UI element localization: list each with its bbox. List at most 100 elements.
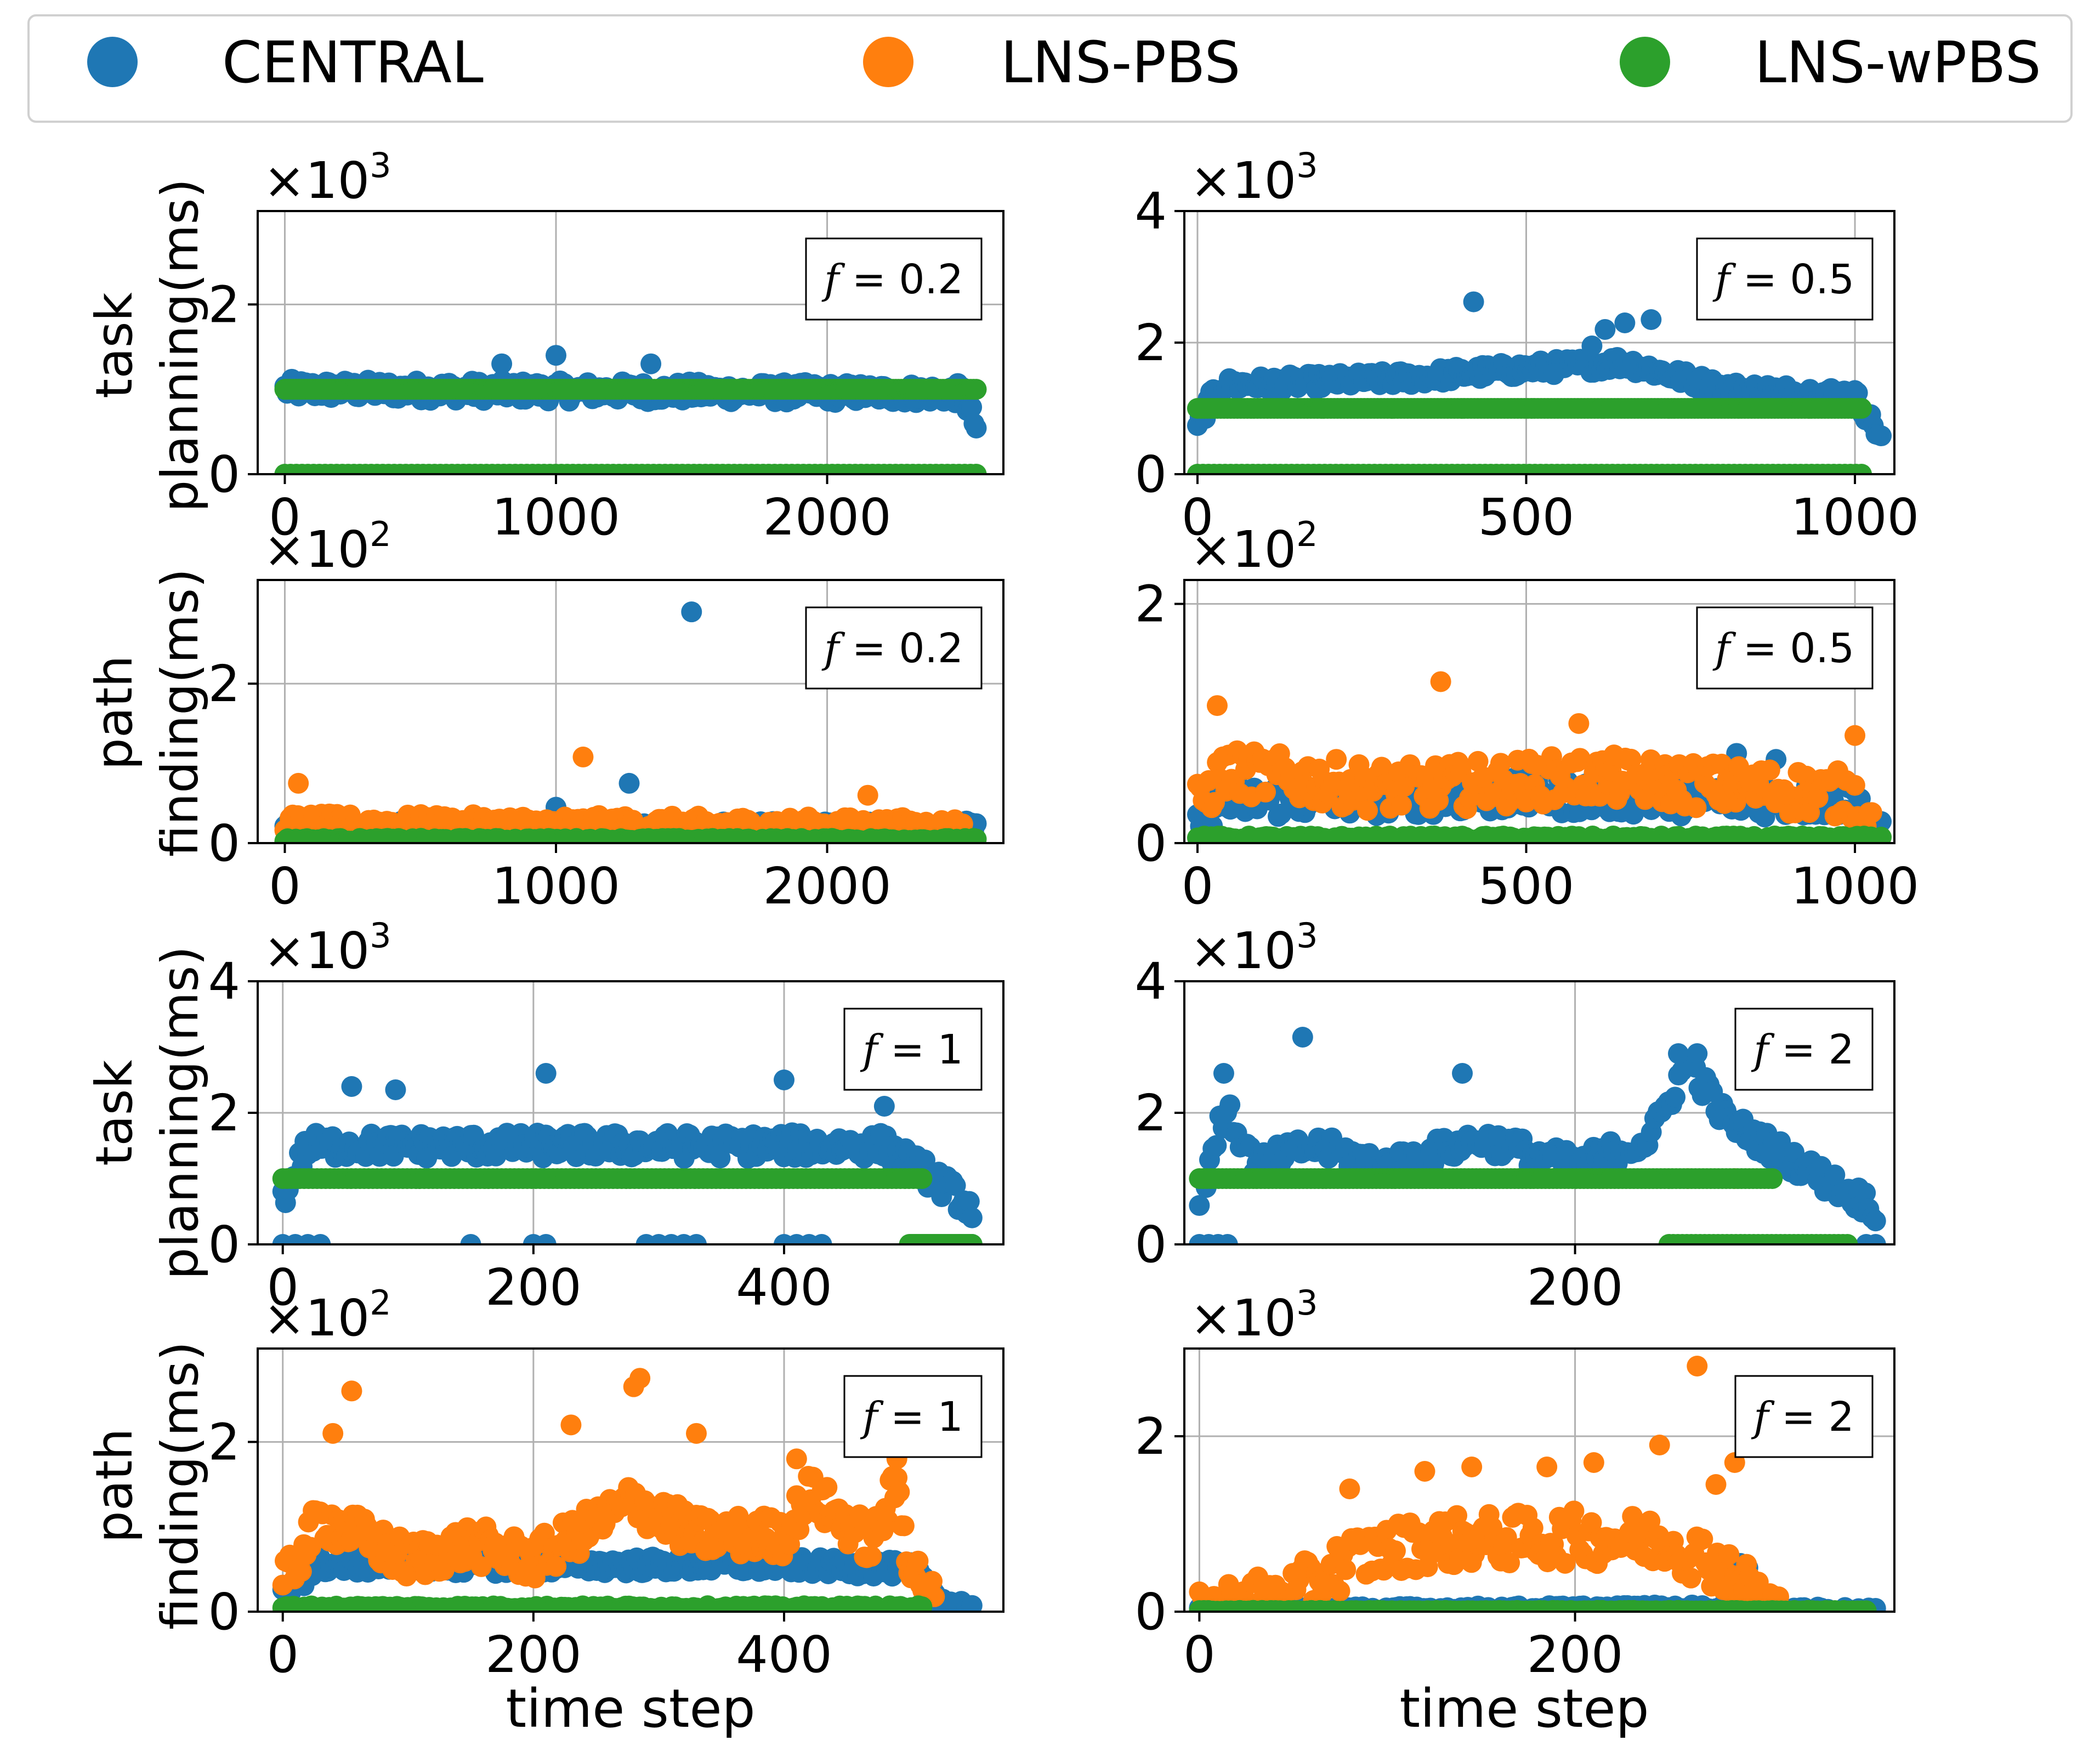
point-central bbox=[1665, 1087, 1686, 1108]
point-lns-pbs-outlier bbox=[1339, 1478, 1360, 1499]
axis-multiplier: ×102 bbox=[263, 514, 391, 579]
x-tick-label: 2000 bbox=[763, 488, 891, 547]
row-4-label-line-2: finding(ms) bbox=[151, 1341, 209, 1630]
y-tick-label: 0 bbox=[208, 814, 240, 873]
data-path-f05 bbox=[1187, 671, 1892, 843]
x-tick-label: 0 bbox=[1182, 488, 1214, 547]
row-4-label-line-1: path bbox=[85, 1428, 144, 1543]
point-lns-pbs bbox=[433, 1560, 455, 1581]
point-central-outlier bbox=[1581, 335, 1603, 356]
annotation-text: f = 0.5 bbox=[1712, 256, 1854, 303]
y-tick-label: 0 bbox=[1134, 445, 1167, 504]
point-central-outlier bbox=[873, 1096, 895, 1117]
series-lns-wpbs bbox=[272, 1595, 933, 1612]
axis-multiplier: ×103 bbox=[263, 915, 391, 980]
point-central bbox=[961, 1595, 983, 1612]
point-central-outlier bbox=[640, 353, 662, 374]
point-central bbox=[310, 1234, 331, 1244]
row-2-label-line-2: finding(ms) bbox=[151, 568, 209, 857]
point-lns-pbs bbox=[1384, 1540, 1406, 1562]
x-tick-label: 400 bbox=[736, 1625, 832, 1684]
annotation-text: f = 0.2 bbox=[821, 625, 963, 672]
x-tick-label: 1000 bbox=[492, 488, 620, 547]
point-lns-pbs bbox=[1718, 1544, 1740, 1565]
point-central bbox=[1189, 1195, 1210, 1216]
point-central bbox=[1217, 1234, 1238, 1244]
axes-frame bbox=[257, 579, 1004, 844]
row-2-label-line-1: path bbox=[85, 655, 144, 770]
point-lns-pbs-outlier bbox=[1206, 695, 1228, 716]
point-lns-wpbs bbox=[966, 464, 987, 474]
point-lns-pbs bbox=[1685, 797, 1707, 818]
y-tick-label: 0 bbox=[208, 1215, 240, 1274]
point-central-outlier bbox=[535, 1063, 557, 1084]
point-lns-pbs bbox=[893, 1515, 915, 1537]
point-lns-pbs bbox=[1490, 753, 1511, 774]
point-central-outlier bbox=[1452, 1063, 1473, 1084]
legend-label-central: CENTRAL bbox=[222, 29, 484, 96]
series-central bbox=[272, 1063, 983, 1244]
axis-multiplier: ×103 bbox=[1190, 145, 1318, 210]
point-central bbox=[686, 1234, 707, 1244]
series-central bbox=[1189, 1027, 1886, 1244]
x-tick-label: 200 bbox=[485, 1625, 582, 1684]
point-lns-pbs bbox=[1326, 749, 1347, 770]
point-lns-pbs bbox=[1807, 787, 1829, 809]
point-central-outlier bbox=[1594, 319, 1616, 340]
axis-multiplier: ×103 bbox=[1190, 915, 1318, 980]
series-lns-wpbs bbox=[1187, 825, 1892, 843]
data-task-f05 bbox=[1187, 291, 1892, 474]
point-lns-wpbs bbox=[1762, 1168, 1783, 1189]
point-lns-pbs bbox=[889, 1481, 910, 1503]
point-lns-pbs bbox=[1759, 759, 1780, 781]
y-tick-label: 2 bbox=[1134, 575, 1167, 634]
x-tick-label: 500 bbox=[1478, 488, 1575, 547]
data-path-f1 bbox=[272, 1368, 983, 1612]
point-central-outlier bbox=[618, 772, 640, 794]
y-tick-label: 4 bbox=[1134, 182, 1167, 241]
y-tick-label: 0 bbox=[1134, 1215, 1167, 1274]
point-central bbox=[961, 1207, 983, 1228]
annotation-text: f = 2 bbox=[1751, 1026, 1854, 1073]
row-1-label-line-2: planning(ms) bbox=[151, 179, 209, 513]
point-lns-pbs-outlier bbox=[1536, 1457, 1558, 1477]
point-lns-pbs bbox=[1329, 1580, 1350, 1602]
point-central-outlier bbox=[1292, 1027, 1313, 1048]
annotation-text: f = 1 bbox=[860, 1026, 963, 1073]
point-lns-pbs-outlier bbox=[857, 784, 878, 806]
point-lns-pbs-outlier bbox=[560, 1414, 582, 1436]
point-lns-wpbs bbox=[966, 828, 987, 843]
x-tick-label: 400 bbox=[736, 1258, 832, 1317]
x-tick-label: 1000 bbox=[1791, 488, 1919, 547]
point-lns-pbs bbox=[1681, 1567, 1702, 1589]
point-central-outlier bbox=[385, 1079, 406, 1100]
point-lns-pbs bbox=[1522, 1517, 1543, 1539]
legend-frame bbox=[27, 14, 2073, 123]
series-lns-wpbs bbox=[1187, 398, 1872, 474]
point-central-outlier bbox=[681, 601, 702, 623]
legend-marker-lns-pbs bbox=[863, 37, 913, 87]
annotation-text: f = 1 bbox=[860, 1393, 963, 1441]
point-central-outlier bbox=[1463, 291, 1484, 312]
x-tick-label: 2000 bbox=[763, 857, 891, 915]
row-1-label-line-1: task bbox=[85, 292, 144, 398]
point-lns-pbs-outlier bbox=[1649, 1435, 1670, 1455]
annotation-text: f = 0.2 bbox=[821, 256, 963, 303]
x-tick-label: 0 bbox=[269, 857, 301, 915]
annotation-box bbox=[1696, 237, 1874, 321]
point-lns-pbs-outlier bbox=[623, 1376, 644, 1397]
y-tick-label: 2 bbox=[1134, 314, 1167, 372]
point-central bbox=[1871, 425, 1892, 447]
axes-frame bbox=[1183, 579, 1895, 844]
point-central bbox=[710, 1147, 731, 1169]
point-lns-pbs bbox=[1335, 1559, 1357, 1580]
point-central-outlier bbox=[341, 1076, 362, 1097]
point-lns-pbs bbox=[1581, 1512, 1602, 1533]
row-label-1: task planning(ms) bbox=[85, 179, 209, 513]
point-lns-wpbs bbox=[961, 1234, 983, 1244]
point-lns-pbs bbox=[1563, 1500, 1585, 1522]
